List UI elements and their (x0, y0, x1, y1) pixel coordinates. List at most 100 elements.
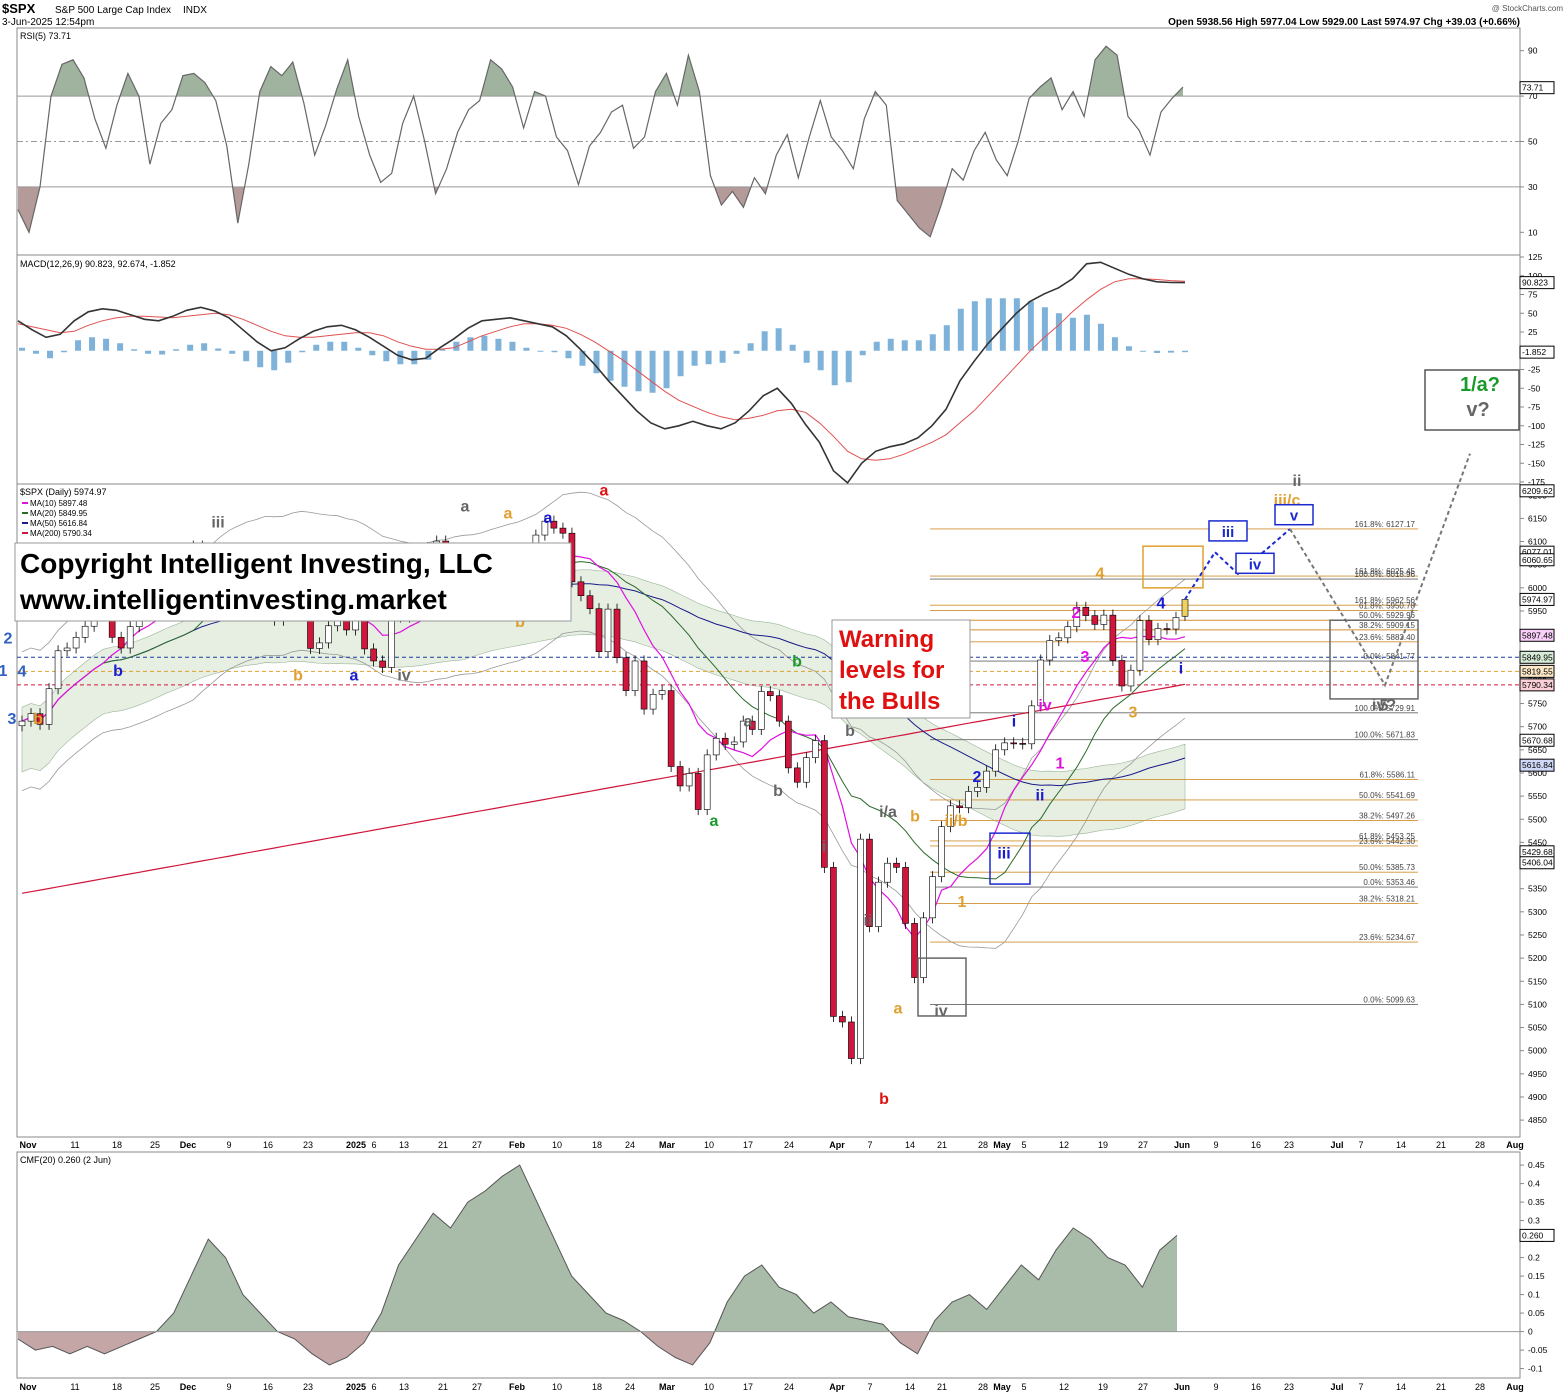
candle-body (117, 637, 125, 649)
price-panel-frame (16, 483, 1521, 1138)
candle-body (559, 527, 567, 534)
macd-histogram-bar (1013, 298, 1020, 351)
x-tick-label-bottom: 19 (1098, 1382, 1108, 1392)
x-tick-label-bottom: 10 (704, 1382, 714, 1392)
price-value-tag: 5897.48 (1522, 630, 1553, 640)
wave-label: 3 (1081, 649, 1090, 666)
candle-body (676, 766, 684, 787)
candle-body (126, 626, 134, 649)
candle-body (1100, 614, 1108, 625)
macd-histogram-bar (1083, 314, 1090, 351)
fib-level-label: 100.0%: 6018.96 (1355, 570, 1416, 579)
price-value-tag-box (1519, 553, 1555, 567)
x-tick-label-top: 2025 (346, 1140, 366, 1150)
projection-path-gray (1289, 453, 1471, 688)
candle-body (748, 720, 756, 730)
x-tick-label-top: 16 (1251, 1140, 1261, 1150)
macd-histogram-bar (1167, 350, 1174, 353)
x-tick-label-top: Apr (829, 1140, 845, 1150)
x-tick-label-top: 14 (905, 1140, 915, 1150)
price-value-tag: 5790.34 (1522, 680, 1553, 690)
rsi-last-value: 73.71 (1522, 83, 1544, 93)
cmf-tick-label: -0.1 (1528, 1364, 1543, 1374)
macd-tick-label: -100 (1528, 421, 1545, 431)
wave-label: iv (934, 1003, 947, 1020)
macd-tick-label: -50 (1528, 383, 1541, 393)
warning-line-3: the Bulls (839, 688, 940, 715)
macd-histogram-bar (439, 349, 446, 351)
macd-histogram-bar (1153, 350, 1160, 353)
candle-body (983, 770, 990, 788)
wave-label: i (1012, 714, 1016, 731)
candle-body (316, 642, 323, 649)
macd-histogram-bar (33, 350, 40, 354)
candle-body (27, 713, 35, 722)
candle-body (541, 520, 549, 536)
macd-histogram-bar (733, 350, 740, 354)
candle-body (1046, 640, 1054, 661)
wave5-box (1142, 545, 1204, 589)
macd-histogram-bar (551, 350, 558, 353)
x-tick-label-top: 14 (1396, 1140, 1406, 1150)
x-tick-label-bottom: 23 (1284, 1382, 1294, 1392)
fib-level-label: 0.0%: 5841.77 (1363, 652, 1415, 661)
macd-histogram-bar (1111, 337, 1118, 351)
macd-histogram-bar (355, 347, 362, 351)
ma200-line (21, 683, 1186, 894)
candle-body (604, 608, 612, 653)
macd-histogram-bar (1097, 323, 1104, 351)
x-tick-label-top: Nov (19, 1140, 36, 1150)
cmf-panel: 0.450.40.350.30.250.20.150.10.050-0.05-0… (17, 1160, 1555, 1374)
price-tick-label: 5300 (1528, 907, 1547, 917)
macd-histogram-bar (467, 337, 474, 351)
x-tick-label-bottom: 14 (1396, 1382, 1406, 1392)
x-tick-label-top: May (993, 1140, 1011, 1150)
wave-label: 4 (1096, 566, 1105, 583)
candle-body (721, 737, 729, 745)
x-tick-label-top: 12 (1059, 1140, 1069, 1150)
candle-body (1064, 626, 1072, 639)
x-tick-label-bottom: 5 (1021, 1382, 1026, 1392)
candle-body (866, 838, 873, 927)
macd-histogram-bar (747, 343, 754, 351)
x-tick-label-top: 27 (1138, 1140, 1148, 1150)
candle-body (640, 660, 648, 710)
ii-box (989, 832, 1031, 885)
cmf-positive-fill (18, 1165, 1177, 1332)
x-tick-label-top: Dec (180, 1140, 197, 1150)
price-tick-label: 5250 (1528, 930, 1547, 940)
x-tick-label-bottom: 24 (625, 1382, 635, 1392)
x-tick-label-bottom: Aug (1506, 1382, 1524, 1392)
x-tick-label-top: Aug (1506, 1140, 1524, 1150)
candle-body (81, 625, 89, 638)
macd-histogram-bar (369, 350, 376, 356)
candle-body (911, 923, 918, 978)
macd-tick-label: 75 (1528, 290, 1538, 300)
fib-level-label: 50.0%: 5385.73 (1359, 863, 1416, 872)
macd-histogram-bar (929, 334, 936, 351)
wave-label: a (710, 813, 719, 830)
x-tick-label-bottom: 18 (112, 1382, 122, 1392)
price-value-tag-box (1519, 592, 1555, 606)
macd-histogram-bar (89, 337, 96, 351)
candle-body (712, 737, 720, 756)
macd-histogram-bar (425, 350, 432, 360)
wave-label: a (544, 510, 553, 527)
candle-body (992, 749, 999, 772)
price-tick-label: 5550 (1528, 791, 1547, 801)
candle-body (613, 608, 621, 659)
cmf-panel-frame (16, 1151, 1521, 1379)
subwave-label: v (1290, 508, 1299, 525)
candle-body (1010, 742, 1018, 745)
x-tick-label-top: 7 (867, 1140, 872, 1150)
warning-box: Warning levels for the Bulls (831, 619, 971, 719)
x-tick-label-bottom: 10 (552, 1382, 562, 1392)
x-tick-label-top: 9 (1213, 1140, 1218, 1150)
x-tick-label-bottom: May (993, 1382, 1011, 1392)
wave-label: b (879, 1091, 889, 1108)
macd-histogram-bar (901, 340, 908, 351)
macd-histogram-bar (761, 331, 768, 351)
ma200-legend: MA(200) 5790.34 (30, 529, 92, 538)
fib-level-label: 61.8%: 5586.11 (1360, 770, 1416, 779)
candle-body (577, 581, 585, 596)
